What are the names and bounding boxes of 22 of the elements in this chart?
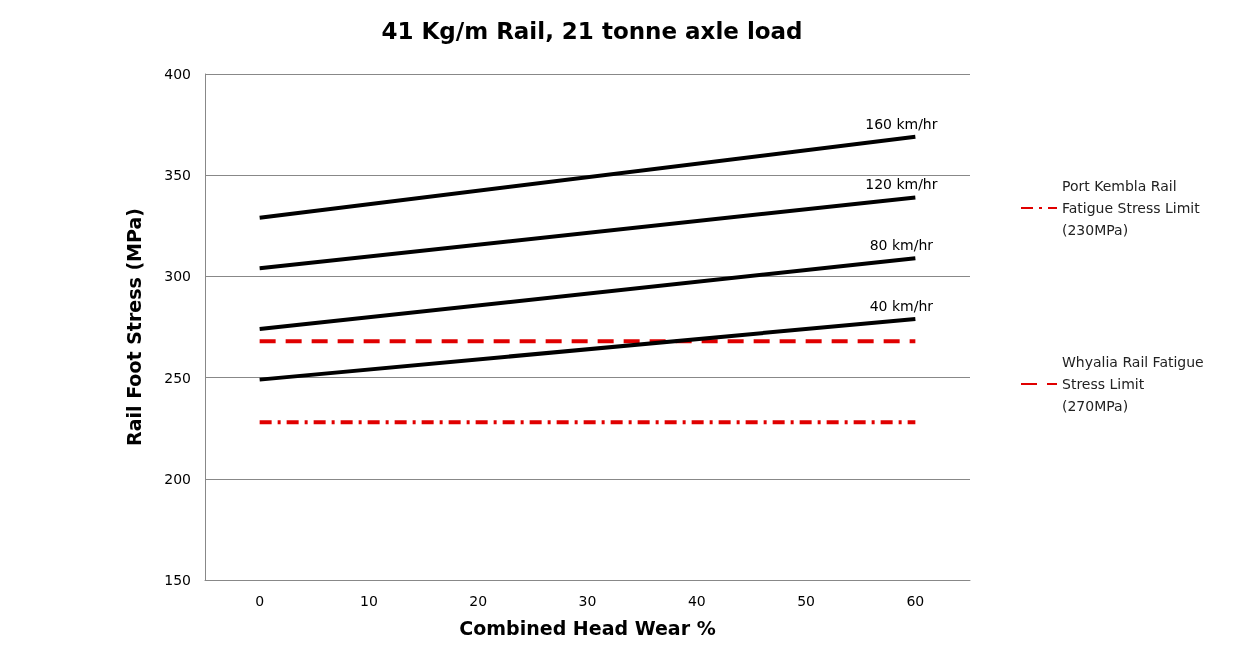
series-label: 80 km/hr (869, 237, 934, 254)
series-label: 160 km/hr (865, 115, 938, 132)
x-tick-label: 30 (578, 593, 597, 609)
chart-title: 41 Kg/m Rail, 21 tonne axle load (381, 17, 803, 44)
x-tick-label: 40 (687, 593, 706, 609)
y-tick-label: 300 (164, 268, 191, 285)
y-tick-label: 200 (164, 470, 191, 487)
y-tick-label: 400 (164, 66, 191, 82)
x-tick-label: 0 (255, 593, 265, 609)
y-tick-label: 350 (164, 167, 191, 184)
y-tick-label: 250 (164, 369, 191, 386)
series-label: 120 km/hr (865, 176, 938, 193)
x-axis-title: Combined Head Wear % (459, 616, 716, 639)
series-label: 40 km/hr (869, 297, 934, 314)
x-tick-label: 50 (797, 593, 815, 609)
y-tick-label: 150 (164, 572, 191, 588)
x-tick-label: 10 (360, 593, 378, 609)
x-tick-label: 60 (906, 593, 925, 609)
legend-label: Whyalia Rail Fatigue Stress Limit (270MPa) (1062, 354, 1209, 414)
legend-label: Port Kembla Rail Fatigue Stress Limit (230MPa) (1062, 178, 1205, 238)
y-axis-title: Rail Foot Stress (MPa) (122, 208, 145, 446)
x-tick-label: 20 (469, 593, 488, 609)
